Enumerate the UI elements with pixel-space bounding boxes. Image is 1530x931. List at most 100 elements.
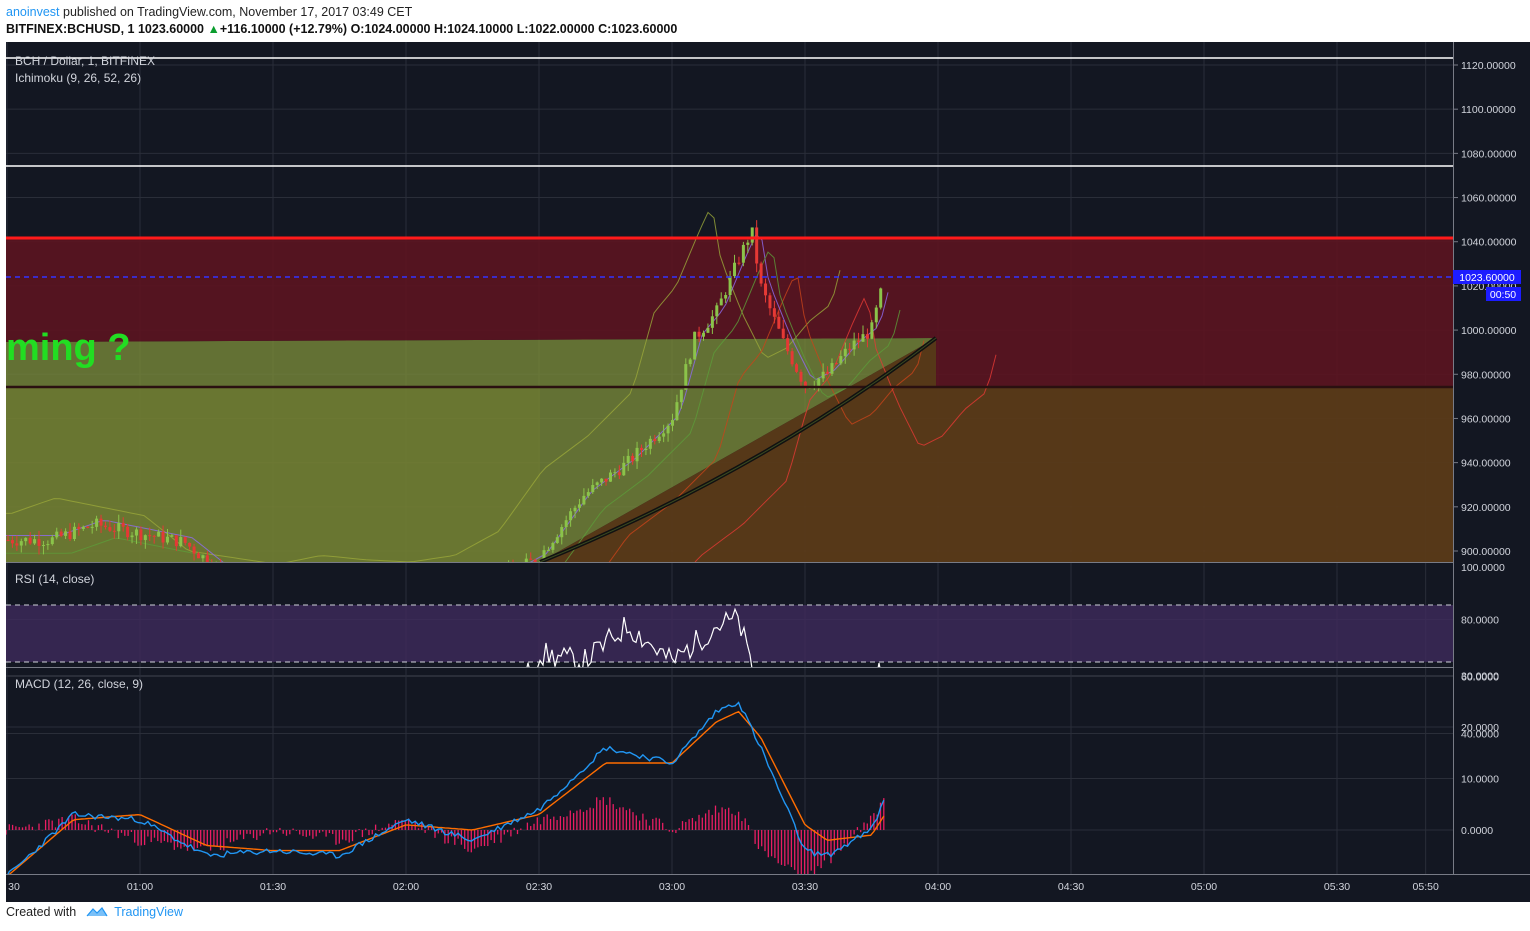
candle-body — [188, 542, 192, 547]
macd-tick: 10.0000 — [1461, 774, 1499, 786]
candle-body — [750, 227, 754, 243]
macd-line — [7, 701, 885, 874]
candle-body — [95, 518, 99, 527]
candle-body — [644, 448, 648, 450]
rsi-tick: 40.0000 — [1461, 729, 1499, 741]
time-tick: 04:30 — [1058, 881, 1084, 893]
candle-body — [108, 527, 112, 531]
candle-body — [639, 447, 643, 450]
candle-body — [130, 535, 134, 538]
chart-canvas[interactable]: ming ? BCH / Dollar, 1, BITFINEX Ichimok… — [0, 42, 1530, 902]
time-tick: 03:30 — [792, 881, 818, 893]
candle-body — [577, 504, 581, 508]
candle-body — [715, 305, 719, 317]
candle-body — [662, 433, 666, 437]
candle-body — [77, 526, 81, 529]
candle-body — [205, 555, 209, 562]
candle-body — [600, 478, 604, 483]
candle-body — [772, 308, 776, 317]
candle-body — [843, 348, 847, 357]
candle-body — [15, 543, 19, 546]
candle-body — [839, 356, 843, 364]
low-value: 1022.00000 — [528, 22, 595, 36]
candle-body — [657, 436, 661, 442]
candle-body — [666, 425, 670, 434]
macd-title: MACD (12, 26, close, 9) — [15, 677, 143, 691]
ichimoku-line — [608, 277, 925, 562]
candle-body — [617, 472, 621, 476]
countdown-label: 00:50 — [1490, 289, 1516, 301]
main-pane[interactable]: ming ? — [6, 57, 1453, 653]
price-tick: 900.00000 — [1461, 546, 1511, 558]
high-label: H: — [433, 22, 448, 36]
candle-body — [830, 363, 834, 374]
candle-body — [586, 492, 590, 496]
last-price: 1023.60000 — [137, 22, 205, 36]
candle-body — [861, 334, 865, 342]
candle-body — [564, 520, 568, 528]
price-tick: 920.00000 — [1461, 502, 1511, 514]
candle-body — [46, 544, 50, 546]
candle-body — [777, 316, 781, 329]
candle-body — [24, 537, 28, 542]
published-text: published on TradingView.com, November 1… — [59, 5, 413, 19]
candle-body — [19, 541, 23, 546]
time-axis[interactable]: 30 01:00 01:30 02:00 02:30 03:00 03:30 04:00 04:… — [8, 881, 1439, 893]
candle-body — [569, 511, 573, 521]
candle-body — [671, 420, 674, 426]
candle-body — [613, 472, 617, 474]
macd-pane[interactable] — [6, 701, 885, 883]
candle-body — [848, 348, 852, 350]
candle-body — [161, 531, 165, 543]
candle-body — [117, 522, 121, 532]
rsi-tick: 80.0000 — [1461, 615, 1499, 627]
ichimoku-line — [6, 233, 889, 562]
price-tick: 1000.00000 — [1461, 325, 1517, 337]
candle-body — [157, 531, 161, 537]
time-axis-background — [6, 874, 1530, 902]
candle-body — [719, 298, 723, 306]
candle-body — [143, 535, 147, 541]
price-label-box — [1453, 270, 1521, 284]
open-value: 1024.00000 — [364, 22, 431, 36]
candle-body — [573, 507, 577, 512]
tradingview-link[interactable]: TradingView — [114, 905, 183, 919]
candle-body — [706, 327, 710, 333]
price-tick: 960.00000 — [1461, 413, 1511, 425]
candle-body — [604, 478, 608, 482]
candle-body — [72, 526, 76, 540]
candle-body — [608, 472, 612, 482]
candle-body — [764, 283, 768, 296]
candle-body — [737, 262, 741, 264]
author-link[interactable]: anoinvest — [6, 5, 60, 19]
candle-body — [679, 389, 683, 403]
rsi-pane[interactable] — [6, 604, 1453, 778]
ichimoku-line — [6, 251, 901, 562]
macd-tick: 30.0000 — [1461, 671, 1499, 683]
candle-body — [852, 340, 856, 350]
candle-body — [196, 553, 200, 559]
candle-body — [139, 529, 143, 541]
candle-body — [781, 328, 785, 339]
macd-tick: 20.0000 — [1461, 722, 1499, 734]
time-tick: 02:00 — [393, 881, 419, 893]
candle-body — [524, 558, 528, 562]
price-tick: 940.00000 — [1461, 458, 1511, 470]
rsi-band — [6, 605, 1453, 662]
candle-body — [803, 381, 807, 388]
candle-body — [834, 363, 838, 365]
ichimoku-line — [6, 211, 841, 562]
candle-body — [728, 276, 732, 296]
macd-axis[interactable]: 30.0000 20.0000 10.0000 0.0000 — [1461, 671, 1499, 838]
candle-body — [551, 542, 555, 550]
candle-body — [879, 288, 883, 308]
candle-body — [768, 295, 772, 309]
candle-body — [733, 262, 737, 277]
price-tick: 980.00000 — [1461, 369, 1511, 381]
rsi-axis[interactable]: 100.0000 80.0000 60.0000 40.0000 — [1461, 562, 1505, 741]
symbol-name: BITFINEX:BCHUSD, 1 — [6, 22, 135, 36]
candle-body — [59, 531, 63, 536]
candle-body — [626, 455, 630, 463]
open-label: O: — [350, 22, 365, 36]
price-change: +116.10000 (+12.79%) — [219, 22, 348, 36]
